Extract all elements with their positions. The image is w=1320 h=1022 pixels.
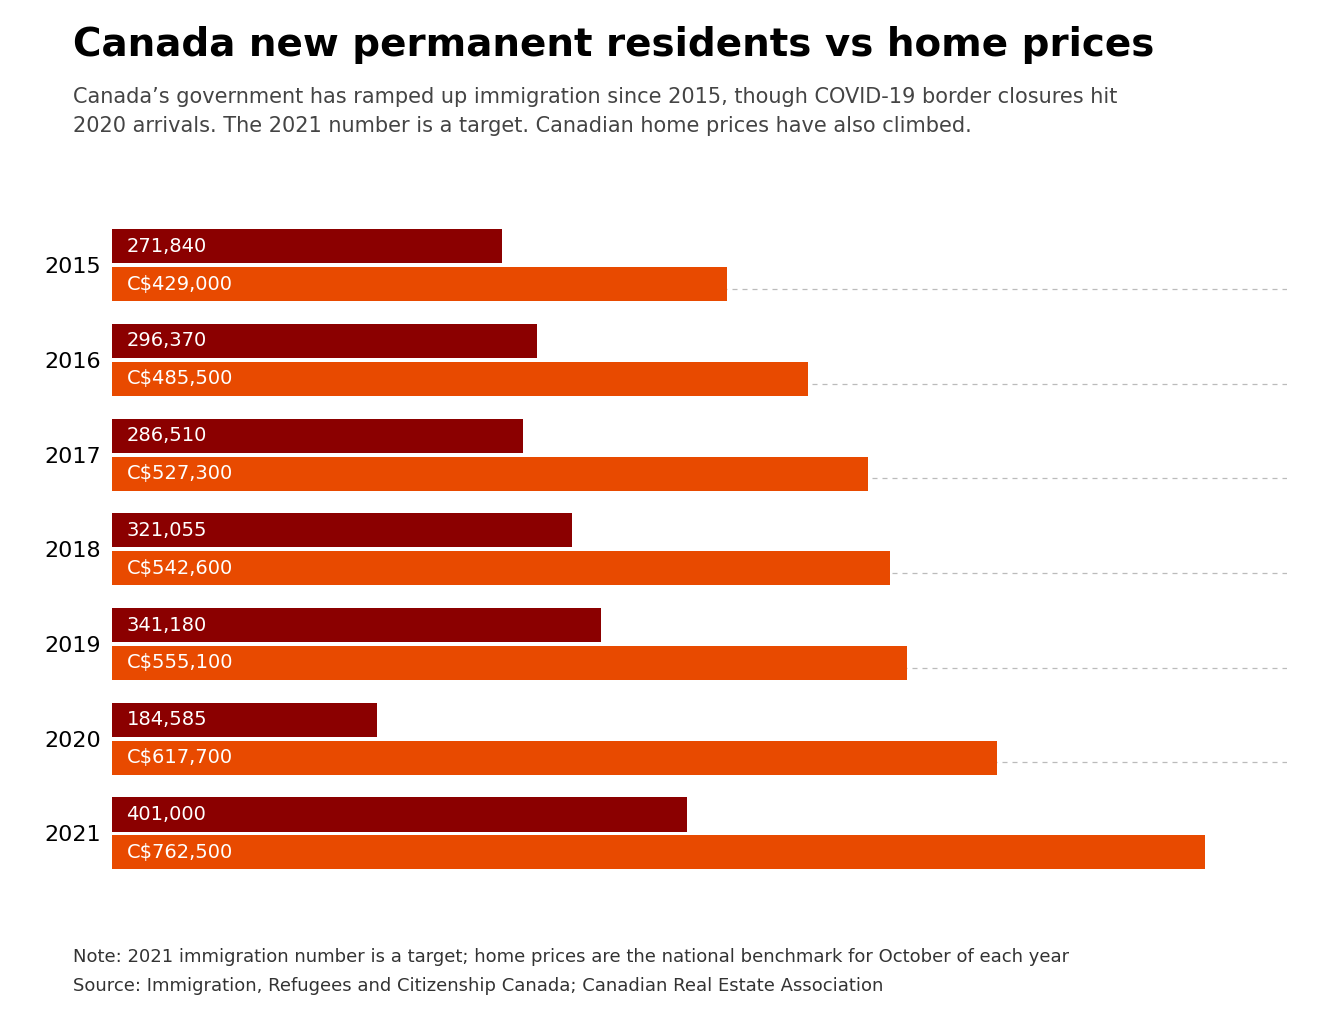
Text: C$762,500: C$762,500 [127, 843, 232, 862]
Bar [112, 646, 907, 680]
Text: 184,585: 184,585 [127, 710, 207, 730]
Text: Canada new permanent residents vs home prices: Canada new permanent residents vs home p… [73, 26, 1154, 63]
Text: Note: 2021 immigration number is a target; home prices are the national benchmar: Note: 2021 immigration number is a targe… [73, 948, 1069, 967]
Text: C$429,000: C$429,000 [127, 275, 232, 293]
Text: C$542,600: C$542,600 [127, 559, 232, 577]
Text: 286,510: 286,510 [127, 426, 207, 446]
Text: Canada’s government has ramped up immigration since 2015, though COVID-19 border: Canada’s government has ramped up immigr… [73, 87, 1117, 137]
Text: 296,370: 296,370 [127, 331, 207, 351]
Text: C$617,700: C$617,700 [127, 748, 232, 768]
Bar [112, 419, 523, 453]
Bar [112, 362, 808, 396]
Bar [112, 703, 376, 737]
Text: 341,180: 341,180 [127, 615, 207, 635]
Bar [112, 267, 727, 301]
Bar [112, 551, 890, 586]
Text: C$527,300: C$527,300 [127, 464, 232, 483]
Bar [112, 835, 1205, 870]
Text: 271,840: 271,840 [127, 237, 207, 256]
Bar [112, 457, 867, 491]
Text: 401,000: 401,000 [127, 805, 206, 824]
Bar [112, 797, 686, 832]
Bar [112, 229, 502, 264]
Text: 321,055: 321,055 [127, 521, 207, 540]
Bar [112, 513, 572, 548]
Text: Source: Immigration, Refugees and Citizenship Canada; Canadian Real Estate Assoc: Source: Immigration, Refugees and Citize… [73, 977, 883, 995]
Text: C$485,500: C$485,500 [127, 369, 232, 388]
Bar [112, 741, 997, 775]
Text: C$555,100: C$555,100 [127, 653, 234, 672]
Bar [112, 324, 537, 358]
Bar [112, 608, 601, 642]
